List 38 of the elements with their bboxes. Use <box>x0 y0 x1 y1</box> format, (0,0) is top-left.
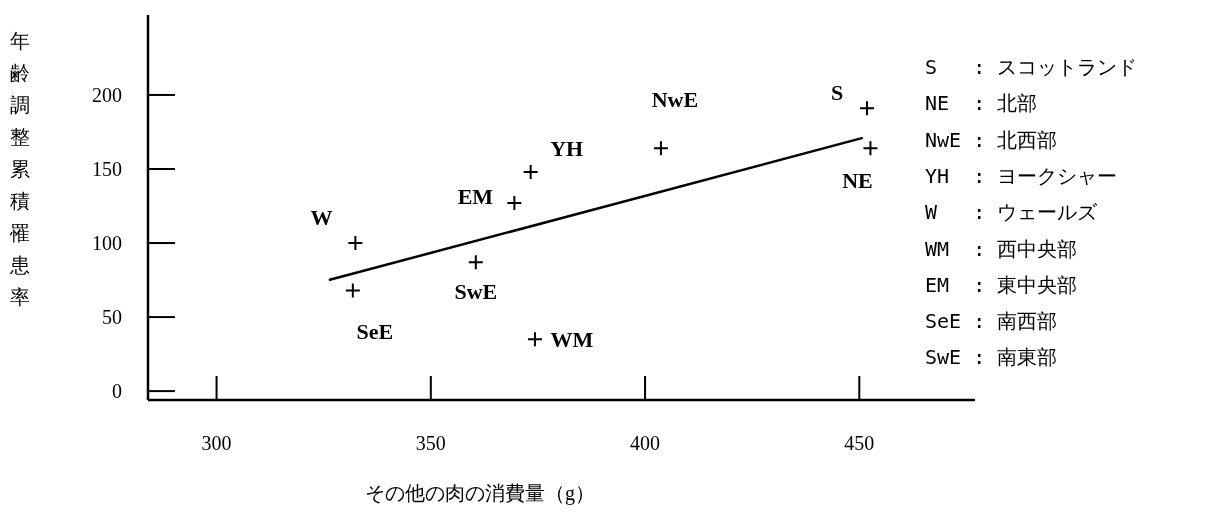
point <box>467 254 484 271</box>
x-tick-label: 350 <box>415 432 446 454</box>
annotation: NE <box>842 168 873 194</box>
point <box>859 100 876 117</box>
point <box>506 195 523 212</box>
point <box>347 235 364 252</box>
annotation: SeE <box>356 319 394 345</box>
point <box>522 163 539 180</box>
point <box>862 140 879 157</box>
annotation: SwE : 南東部 <box>925 345 1058 370</box>
text: 年齢調整累積罹患率 <box>10 30 30 308</box>
y-tick-label: 100 <box>92 232 122 255</box>
y-tick-label: 50 <box>102 306 122 329</box>
annotation: EM <box>457 184 494 210</box>
x-tick-label: 400 <box>630 432 661 454</box>
annotation: EM : 東中央部 <box>925 272 1078 297</box>
x-tick-label: 300 <box>201 432 232 454</box>
x-axis-title: その他の肉の消費量（g） <box>365 482 595 505</box>
annotation: YH : ヨークシャー <box>925 163 1118 188</box>
annotation: NwE : 北西部 <box>925 127 1058 152</box>
annotation: NwE <box>651 87 699 113</box>
x-tick-label: 450 <box>844 432 875 454</box>
annotation: WM <box>550 327 594 353</box>
point <box>652 140 669 157</box>
annotation: SwE <box>454 279 498 305</box>
annotation: S : スコットランド <box>925 55 1138 79</box>
annotation: WM : 西中央部 <box>925 236 1078 261</box>
annotation: SeE : 南西部 <box>925 309 1058 334</box>
point <box>526 331 543 348</box>
annotation: W <box>310 205 333 231</box>
y-tick-label: 150 <box>92 158 122 180</box>
y-tick-label: 0 <box>112 380 122 403</box>
point <box>344 282 361 299</box>
annotation: W : ウェールズ <box>925 200 1099 225</box>
annotation: YH <box>550 135 584 161</box>
annotation: S <box>830 80 844 106</box>
y-tick-label: 200 <box>92 83 122 106</box>
annotation: NE : 北部 <box>925 91 1038 116</box>
